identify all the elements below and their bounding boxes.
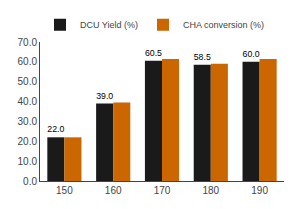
svg-text:180: 180 xyxy=(202,185,219,196)
svg-text:170: 170 xyxy=(154,185,171,196)
svg-text:30.0: 30.0 xyxy=(18,116,38,127)
svg-text:40.0: 40.0 xyxy=(18,96,38,107)
svg-text:CHA conversion (%): CHA conversion (%) xyxy=(183,20,264,30)
svg-text:60.5: 60.5 xyxy=(145,48,162,58)
svg-text:20.0: 20.0 xyxy=(18,136,38,147)
svg-text:22.0: 22.0 xyxy=(47,124,64,134)
svg-text:190: 190 xyxy=(251,185,268,196)
svg-text:58.5: 58.5 xyxy=(194,52,211,62)
svg-text:70.0: 70.0 xyxy=(18,37,38,48)
svg-text:150: 150 xyxy=(56,185,73,196)
svg-text:39.0: 39.0 xyxy=(96,91,113,101)
svg-text:60.0: 60.0 xyxy=(18,56,38,67)
svg-text:50.0: 50.0 xyxy=(18,76,38,87)
svg-text:0.0: 0.0 xyxy=(23,176,37,187)
svg-text:160: 160 xyxy=(105,185,122,196)
svg-text:60.0: 60.0 xyxy=(243,49,260,59)
svg-text:DCU Yield (%): DCU Yield (%) xyxy=(80,20,138,30)
svg-text:10.0: 10.0 xyxy=(18,156,38,167)
